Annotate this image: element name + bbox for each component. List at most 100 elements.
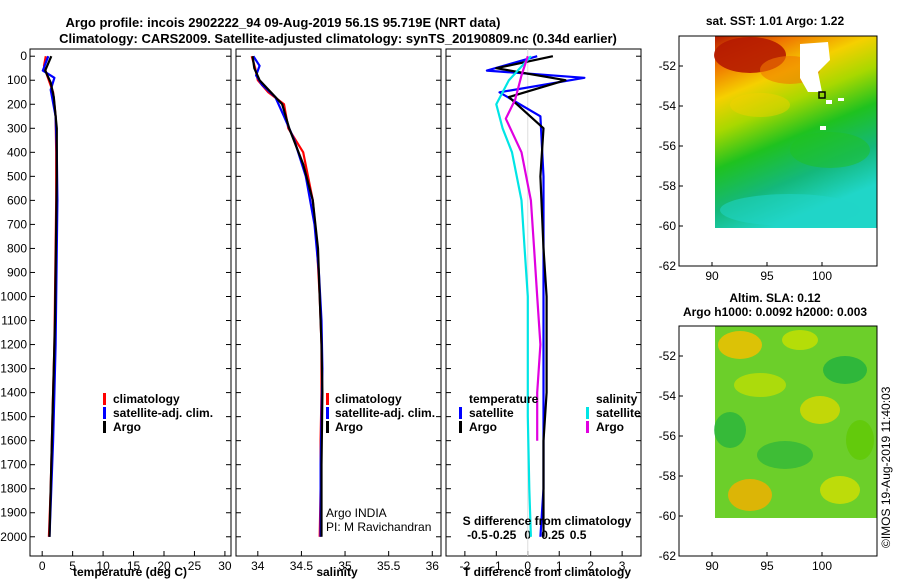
map-y-tick-label: -58	[659, 179, 677, 193]
legend-label-climatology: climatology	[113, 392, 180, 406]
axis-ticks: 0 5 10 15 20 25 300100200300400500600700800900…	[0, 49, 832, 573]
series-line-salinity-argo	[251, 56, 324, 537]
legend-title-temperature: temperature	[469, 392, 539, 406]
annotation-pi: PI: M Ravichandran	[326, 520, 431, 534]
x-tick-label: 35.5	[377, 559, 401, 573]
x-tick-label: 1	[556, 559, 563, 573]
sla-map-title-2: Argo h1000: 0.0092 h2000: 0.003	[683, 305, 867, 319]
map-y-tick-label: -62	[659, 259, 677, 273]
sla-high	[718, 331, 762, 359]
map-y-tick-label: -60	[659, 219, 677, 233]
depth-tick-label: 1200	[0, 338, 27, 352]
map-y-tick-label: -58	[659, 469, 677, 483]
sea-ice-mask	[820, 126, 826, 130]
map-y-tick-label: -60	[659, 509, 677, 523]
sea-ice-mask	[826, 100, 832, 104]
temperature-panel-frame	[29, 48, 232, 557]
x-tick-label: 25	[188, 559, 202, 573]
series-line-temperature-argo	[44, 55, 58, 537]
depth-tick-label: 500	[7, 169, 27, 183]
depth-tick-label: 1700	[0, 458, 27, 472]
depth-tick-label: 0	[20, 49, 27, 63]
sla-low	[714, 412, 746, 448]
s-difference-xlabel: S difference from climatology	[463, 514, 632, 528]
series-line-difference-argo	[495, 55, 567, 537]
depth-tick-label: 800	[7, 241, 27, 255]
legend-swatch-argo	[103, 421, 106, 433]
depth-tick-label: 400	[7, 145, 27, 159]
legend-swatch-t-argo	[459, 421, 462, 433]
sla-high	[800, 396, 840, 424]
depth-tick-label: 1500	[0, 410, 27, 424]
depth-tick-label: 1400	[0, 386, 27, 400]
depth-tick-label: 1100	[1, 314, 27, 328]
legend-swatch-t-satellite	[459, 407, 462, 419]
legend-swatch-argo	[326, 421, 329, 433]
depth-tick-label: 1900	[0, 506, 27, 520]
difference-legend: temperature satellite Argo salinity sate…	[459, 392, 641, 434]
x-tick-label: 3	[619, 559, 626, 573]
sla-low	[757, 441, 813, 469]
sla-high	[728, 479, 772, 511]
legend-label-climatology: climatology	[335, 392, 402, 406]
map-x-tick-label: 90	[705, 559, 719, 573]
difference-panel-frame	[445, 48, 642, 557]
sla-high	[782, 330, 818, 350]
legend-title-salinity: salinity	[596, 392, 638, 406]
x-tick-label: 15	[127, 559, 141, 573]
plot-lines	[41, 55, 586, 537]
legend-label-satellite: satellite-adj. clim.	[335, 406, 435, 420]
sst-map-title: sat. SST: 1.01 Argo: 1.22	[706, 14, 845, 28]
sla-high	[734, 373, 786, 397]
map-y-tick-label: -52	[659, 59, 677, 73]
map-x-tick-label: 95	[760, 269, 774, 283]
legend-label-argo: Argo	[335, 420, 363, 434]
x-tick-label: 36	[426, 559, 440, 573]
map-x-tick-label: 95	[760, 559, 774, 573]
depth-tick-label: 1600	[0, 434, 27, 448]
legend-label-t-satellite: satellite	[469, 406, 514, 420]
profile-location-marker	[818, 91, 826, 99]
s-tick-label: -0.5	[467, 528, 488, 542]
x-tick-label: -1	[491, 559, 502, 573]
sla-map	[678, 325, 878, 557]
map-y-tick-label: -52	[659, 349, 677, 363]
sla-mid	[846, 420, 874, 460]
depth-tick-label: 900	[7, 265, 27, 279]
sla-high	[820, 476, 860, 504]
map-y-tick-label: -56	[659, 139, 677, 153]
legend-swatch-satellite	[103, 407, 106, 419]
x-tick-label: 0	[39, 559, 46, 573]
x-tick-label: 20	[157, 559, 171, 573]
map-y-tick-label: -56	[659, 429, 677, 443]
map-x-tick-label: 100	[812, 269, 832, 283]
series-line-difference-argo	[504, 55, 542, 441]
x-tick-label: 34	[251, 559, 265, 573]
legend-label-t-argo: Argo	[469, 420, 497, 434]
sst-cold-patch	[720, 194, 860, 226]
x-tick-label: 35	[338, 559, 352, 573]
salinity-legend: climatology satellite-adj. clim. Argo	[326, 392, 435, 434]
x-tick-label: 30	[218, 559, 232, 573]
depth-tick-label: 600	[7, 193, 27, 207]
map-x-tick-label: 90	[705, 269, 719, 283]
depth-tick-label: 300	[7, 121, 27, 135]
depth-tick-label: 2000	[0, 530, 27, 544]
map-x-tick-label: 100	[812, 559, 832, 573]
sst-cool-patch	[790, 132, 870, 168]
map-y-tick-label: -54	[659, 389, 677, 403]
temperature-xlabel: temperature (deg C)	[73, 565, 187, 579]
legend-swatch-climatology	[103, 393, 106, 405]
salinity-xlabel: salinity	[316, 565, 358, 579]
legend-label-argo: Argo	[113, 420, 141, 434]
legend-swatch-s-satellite	[586, 407, 589, 419]
x-tick-label: 5	[69, 559, 76, 573]
sst-map-frame	[678, 35, 878, 267]
title-line-2: Climatology: CARS2009. Satellite-adjuste…	[59, 31, 617, 46]
credit: ©IMOS 19-Aug-2019 11:40:03	[879, 386, 893, 548]
sst-map	[678, 35, 878, 267]
map-y-tick-label: -62	[659, 549, 677, 563]
s-tick-label: 0.5	[570, 528, 587, 542]
legend-swatch-climatology	[326, 393, 329, 405]
legend-label-satellite: satellite-adj. clim.	[113, 406, 213, 420]
